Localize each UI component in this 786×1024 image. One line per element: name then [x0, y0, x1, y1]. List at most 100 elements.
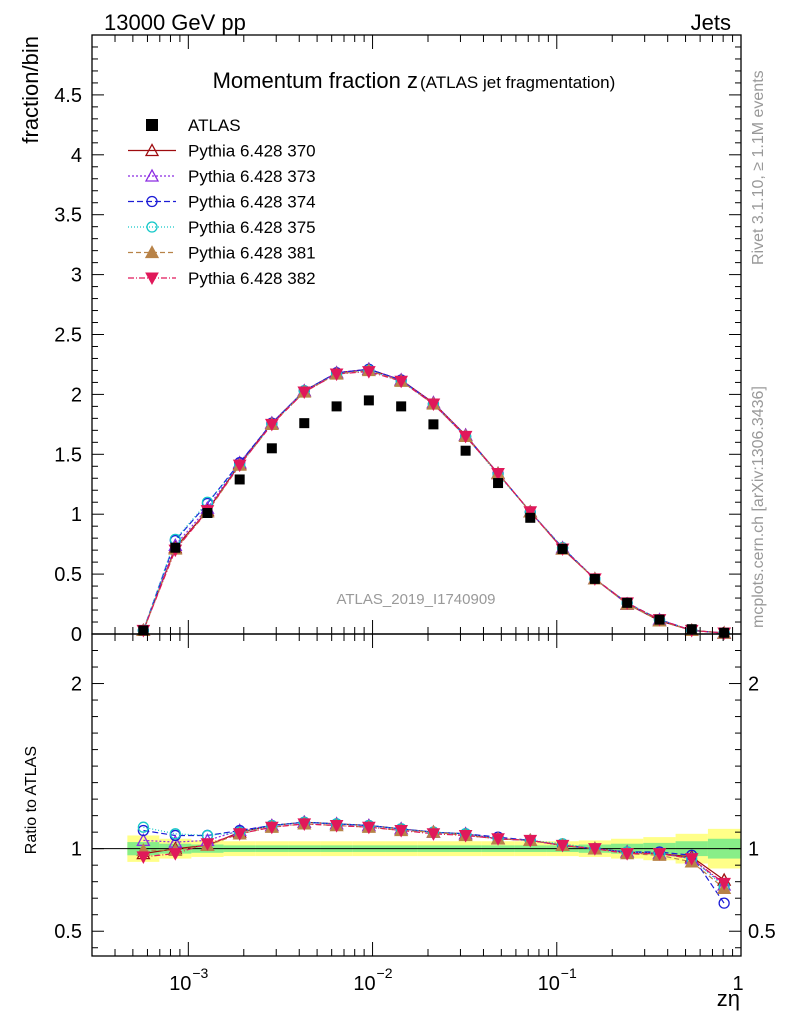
y-tick-label: 0	[71, 624, 82, 646]
ratio-tick-label-right: 1	[748, 839, 759, 861]
ratio-point	[555, 839, 570, 853]
data-markers	[136, 361, 732, 909]
atlas-point	[234, 474, 245, 485]
ratio-point	[297, 818, 312, 831]
legend-marker	[146, 195, 158, 208]
legend-label: Pythia 6.428 374	[188, 193, 316, 212]
atlas-point	[202, 508, 213, 519]
atlas-point	[493, 478, 504, 489]
rivet-label: Rivet 3.1.10, ≥ 1.1M events	[750, 70, 767, 265]
ratio-point	[169, 828, 181, 840]
atlas-point	[266, 443, 277, 454]
ratio-point	[588, 843, 602, 856]
y-tick-label: 0.5	[54, 564, 82, 586]
ratio-point	[136, 851, 151, 864]
ratio-tick-label-right: 0.5	[748, 921, 776, 943]
series-point	[264, 418, 279, 432]
legend-label: Pythia 6.428 370	[188, 142, 316, 161]
ratio-point	[717, 877, 731, 891]
ratio-point	[168, 848, 183, 861]
y-tick-label: 1	[71, 504, 82, 526]
y-tick-label: 4.5	[54, 85, 82, 107]
ratio-point	[232, 828, 247, 841]
ratio-tick-label: 2	[71, 674, 82, 696]
atlas-point	[719, 627, 730, 638]
x-tick-exponent: −2	[377, 965, 393, 981]
ratio-point	[264, 821, 279, 835]
series-point	[394, 375, 409, 389]
legend-label: Pythia 6.428 373	[188, 167, 316, 186]
x-tick-exponent: −3	[192, 965, 208, 981]
y-tick-label: 3.5	[54, 205, 82, 227]
atlas-point	[138, 625, 149, 636]
y-tick-label: 2	[71, 384, 82, 406]
chart-title: Momentum fraction z	[213, 68, 418, 93]
ratio-point	[458, 829, 473, 843]
series-point	[458, 430, 473, 444]
mcplots-label: mcplots.cern.ch [arXiv:1306.3436]	[750, 386, 767, 628]
ratio-point	[137, 824, 150, 837]
atlas-point	[622, 597, 633, 608]
atlas-point	[589, 573, 600, 584]
atlas-point	[460, 445, 471, 456]
legend-marker	[144, 168, 160, 182]
atlas-point	[363, 395, 374, 406]
ratio-point	[620, 848, 634, 861]
series-point	[523, 506, 538, 519]
axes: 00.511.522.533.544.50.5 0.51 12 210 −3 10 −2 10…	[54, 34, 776, 995]
analysis-label: ATLAS_2019_I1740909	[336, 591, 495, 608]
y-tick-label: 1.5	[54, 444, 82, 466]
series-point	[426, 398, 441, 412]
legend-label: Pythia 6.428 382	[188, 269, 316, 288]
legend-marker	[144, 143, 160, 157]
series-point	[329, 368, 344, 382]
legend-marker	[145, 272, 159, 286]
x-tick-label: 10	[169, 973, 191, 995]
ratio-point	[394, 825, 409, 838]
x-tick-label: 1	[732, 973, 743, 995]
ratio-point	[523, 834, 538, 848]
x-tick-label: 10	[353, 973, 375, 995]
ratio-point	[491, 833, 505, 846]
ratio-point	[426, 828, 441, 841]
ratio-point	[362, 821, 376, 835]
header-energy-label: 13000 GeV pp	[104, 10, 246, 35]
legend-marker	[144, 245, 160, 259]
series-point	[232, 459, 247, 473]
chart-title-suffix: (ATLAS jet fragmentation)	[420, 73, 615, 92]
atlas-point	[686, 624, 697, 635]
x-axis-label: zη	[717, 986, 740, 1011]
atlas-point	[654, 614, 665, 625]
ratio-point	[137, 821, 150, 833]
atlas-point	[331, 401, 342, 412]
y-tick-label: 3	[71, 265, 82, 287]
legend-marker	[146, 221, 158, 233]
atlas-point	[170, 542, 181, 553]
header-jets-label: Jets	[691, 10, 731, 35]
x-tick-label: 10	[538, 973, 560, 995]
y-tick-label: 4	[71, 145, 82, 167]
ratio-tick-label: 0.5	[54, 921, 82, 943]
ratio-tick-label: 1	[71, 839, 82, 861]
ratio-axis-label: Ratio to ATLAS	[23, 746, 40, 854]
ratio-point	[329, 820, 344, 833]
ratio-point	[684, 853, 699, 866]
atlas-point	[299, 418, 310, 429]
legend-marker-atlas	[146, 119, 158, 131]
ratio-frame	[91, 633, 742, 957]
atlas-point	[428, 419, 439, 430]
ratio-point	[652, 848, 667, 861]
legend: ATLAS Pythia 6.428 370 Pythia 6.428 373 Pyt…	[128, 116, 316, 288]
legend-label-atlas: ATLAS	[188, 116, 241, 135]
series-point	[362, 366, 376, 379]
legend-label: Pythia 6.428 381	[188, 244, 316, 263]
x-tick-exponent: −1	[561, 965, 577, 981]
atlas-point	[557, 543, 568, 554]
y-tick-label: 2.5	[54, 325, 82, 347]
ratio-point	[718, 897, 730, 909]
y-axis-label: fraction/bin	[18, 36, 43, 144]
series-point	[491, 467, 505, 481]
series-point	[297, 386, 312, 400]
atlas-point	[525, 512, 536, 523]
